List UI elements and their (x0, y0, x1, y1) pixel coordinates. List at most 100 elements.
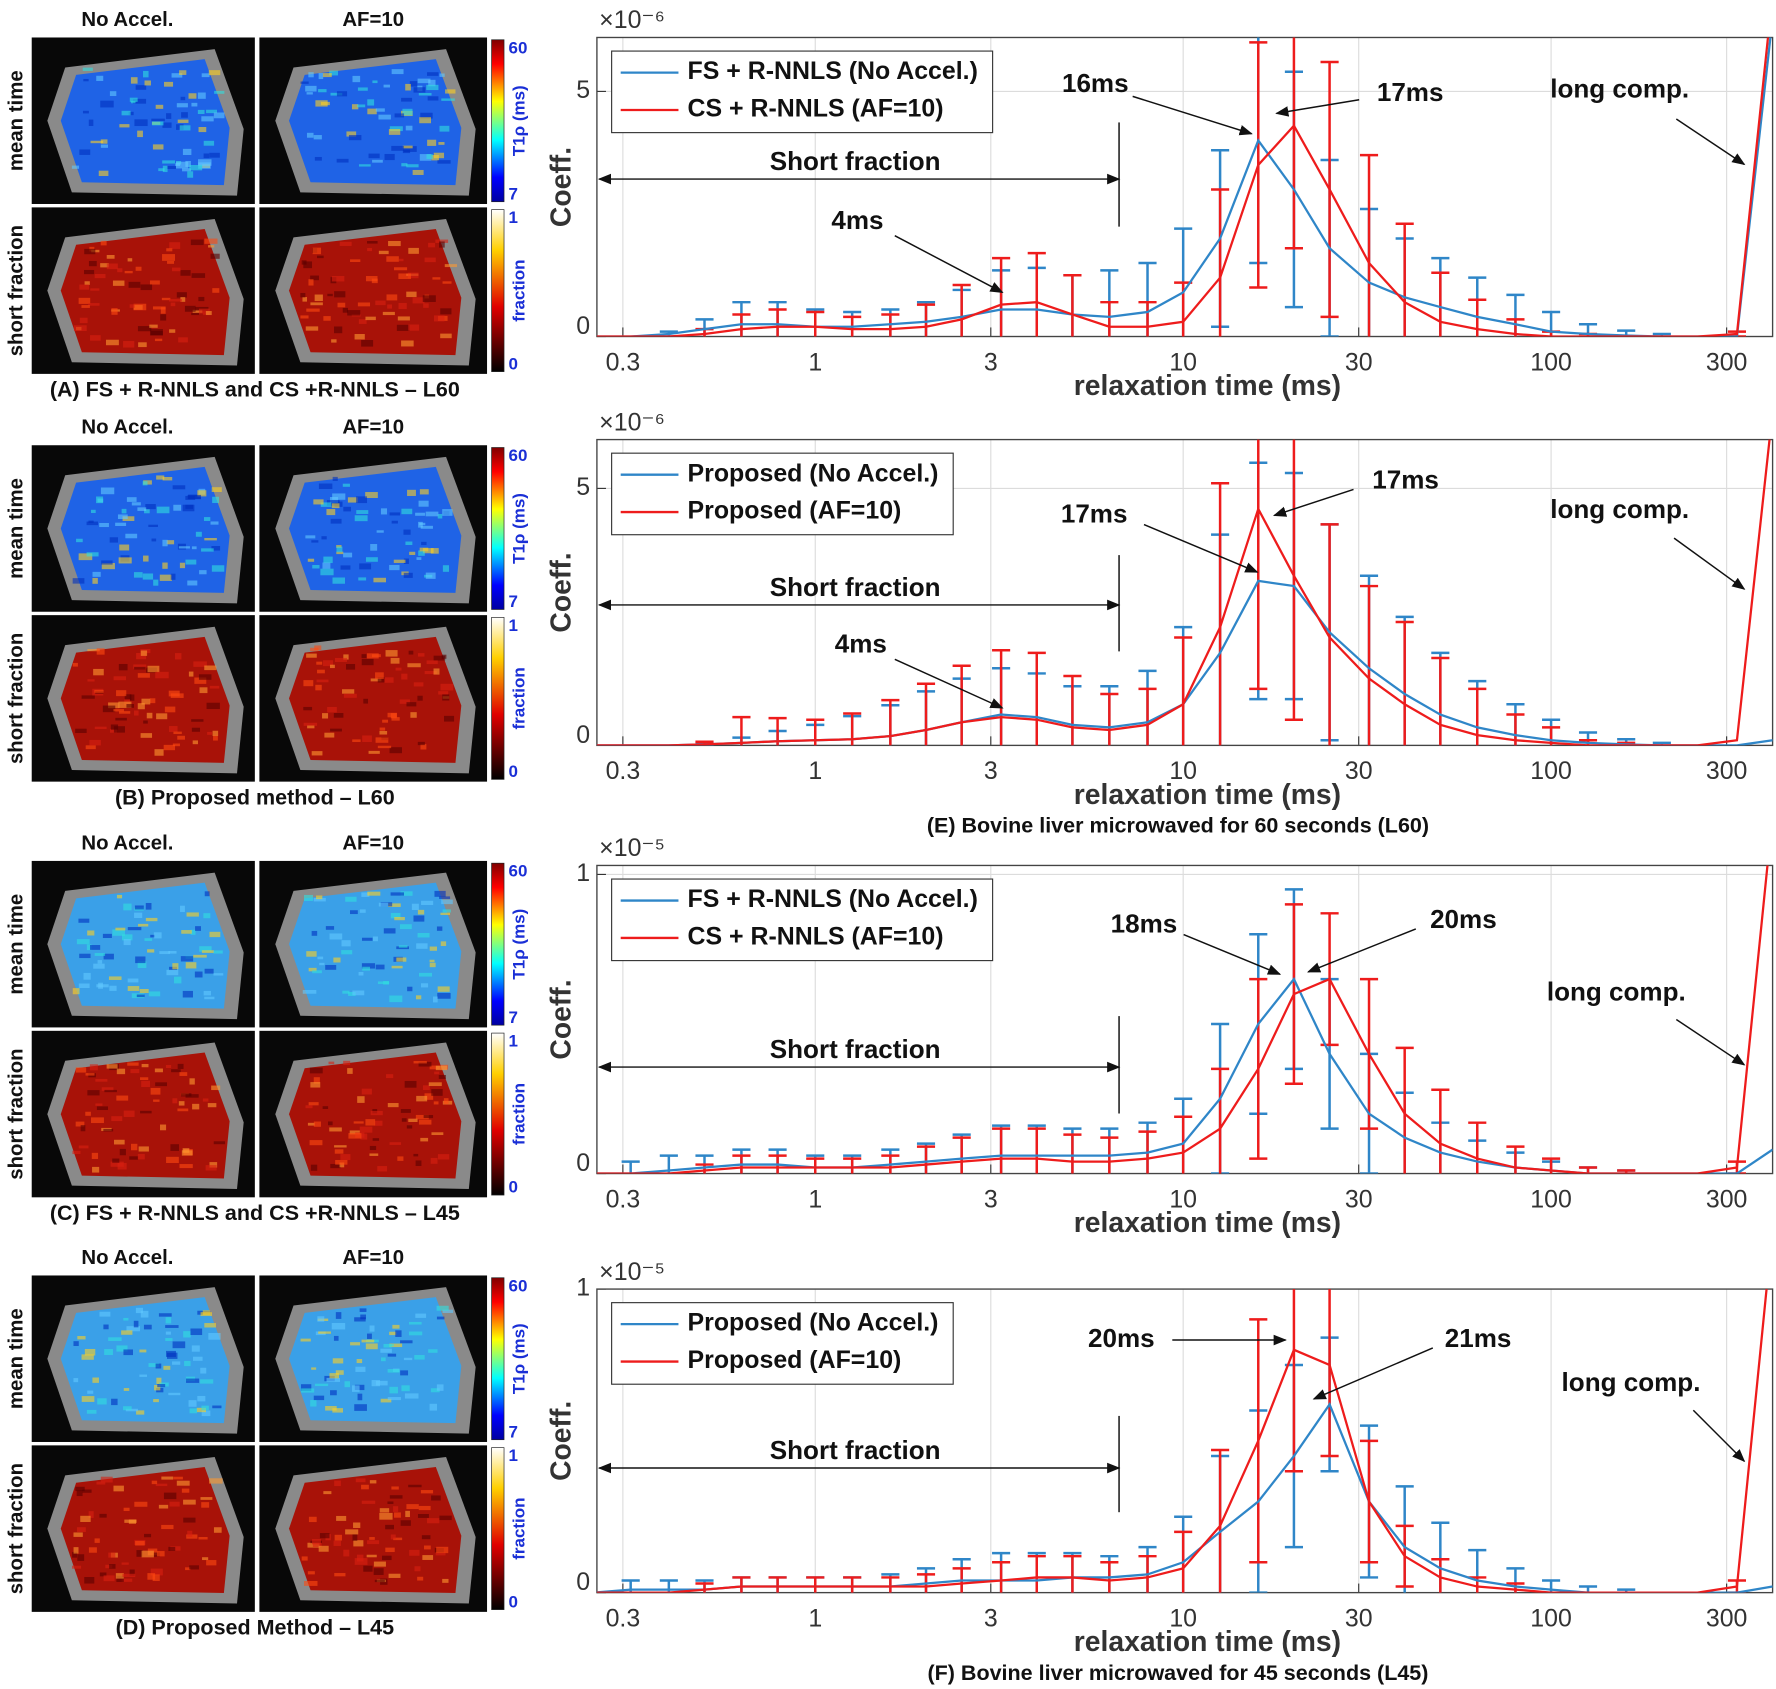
texture (441, 98, 455, 101)
texture (381, 1357, 386, 1362)
texture (180, 956, 194, 962)
texture (127, 986, 140, 991)
texture (165, 1317, 172, 1324)
texture (429, 959, 435, 963)
texture (190, 929, 196, 935)
texture (135, 266, 142, 271)
texture (162, 165, 168, 173)
texture (360, 1133, 368, 1140)
texture (422, 295, 436, 302)
texture (143, 720, 148, 724)
texture (331, 503, 340, 509)
texture (391, 717, 400, 721)
y-multiplier: ×10⁻⁵ (599, 834, 665, 862)
texture (181, 1093, 192, 1097)
texture (334, 1149, 344, 1154)
x-tick-label: 100 (1530, 348, 1572, 376)
texture (123, 939, 131, 946)
texture (336, 551, 344, 555)
texture (386, 256, 399, 262)
texture (81, 305, 90, 308)
legend-box (611, 50, 994, 134)
y-axis-label: Coeff. (544, 979, 576, 1059)
texture (426, 84, 439, 91)
texture (303, 680, 314, 687)
texture (130, 1143, 138, 1151)
texture (327, 706, 337, 713)
texture (369, 1153, 379, 1156)
texture (185, 559, 197, 565)
texture (153, 579, 159, 586)
texture (440, 333, 452, 339)
texture (325, 964, 337, 970)
texture (209, 152, 220, 158)
texture (407, 489, 416, 496)
texture (119, 1148, 126, 1156)
texture (367, 1540, 380, 1545)
texture (186, 1378, 200, 1383)
texture (313, 135, 322, 140)
texture (75, 1067, 87, 1073)
texture (140, 650, 148, 656)
legend-box (611, 878, 994, 962)
texture (312, 564, 320, 569)
texture (396, 324, 410, 331)
texture (409, 1321, 422, 1325)
texture (391, 69, 404, 75)
annotation: 16ms (1062, 68, 1129, 98)
texture (323, 1491, 332, 1495)
texture (437, 514, 443, 519)
texture (78, 918, 90, 923)
legend-label: CS + R-NNLS (AF=10) (688, 95, 944, 123)
texture (398, 945, 408, 948)
texture (429, 946, 438, 951)
texture (205, 1165, 217, 1171)
x-tick-label: 10 (1169, 1604, 1197, 1632)
texture (99, 1311, 111, 1317)
texture (307, 1122, 315, 1126)
texture (75, 1121, 85, 1127)
texture (166, 1350, 176, 1357)
texture (320, 568, 334, 576)
texture (389, 1343, 403, 1348)
texture (365, 492, 378, 498)
texture (417, 695, 423, 701)
texture (191, 727, 201, 732)
texture (311, 751, 323, 756)
colorbar-label: fraction (509, 1498, 528, 1560)
texture (143, 480, 152, 485)
plot-marks (596, 1289, 1773, 1593)
texture (165, 1338, 173, 1341)
texture (337, 302, 346, 308)
x-tick-label: 1 (808, 1604, 822, 1632)
texture (389, 747, 402, 754)
texture (144, 80, 151, 86)
texture (90, 288, 100, 291)
annotation-arrow (894, 658, 1004, 709)
texture (150, 329, 163, 336)
row-label: short fraction (5, 1463, 27, 1594)
tissue-map (60, 1467, 230, 1594)
texture (100, 240, 107, 246)
texture (119, 544, 130, 551)
texture (209, 685, 220, 689)
texture (96, 1106, 109, 1111)
texture (127, 927, 142, 931)
texture (115, 1573, 124, 1579)
texture (208, 70, 221, 76)
texture (88, 303, 100, 306)
texture (434, 890, 446, 897)
texture (343, 654, 349, 660)
texture (439, 241, 445, 248)
texture (333, 957, 341, 963)
texture (383, 1343, 392, 1348)
annotation: Short fraction (770, 146, 941, 176)
texture (84, 248, 96, 255)
texture (409, 551, 416, 555)
texture (421, 1535, 431, 1540)
colorbar-label: T1ρ (ms) (509, 493, 528, 564)
texture (123, 341, 135, 348)
texture (141, 698, 151, 705)
texture (166, 113, 172, 119)
annotation: long comp. (1550, 494, 1689, 524)
